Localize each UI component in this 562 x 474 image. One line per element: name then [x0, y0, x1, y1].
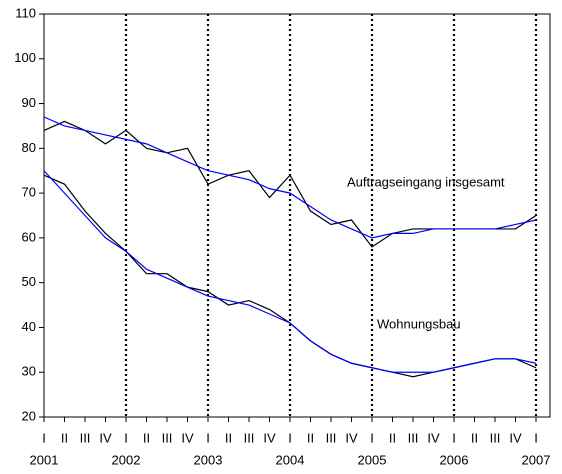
- x-tick-label: I: [370, 430, 374, 445]
- y-tick-label: 70: [22, 185, 36, 200]
- trend-line: [43, 170, 537, 373]
- y-tick-label: 30: [22, 364, 36, 379]
- x-tick-label: IV: [181, 430, 194, 445]
- x-tick-label: II: [307, 430, 314, 445]
- year-label: 2001: [30, 452, 59, 467]
- series-label: Wohnungsbau: [377, 316, 461, 331]
- y-tick-label: 100: [14, 50, 36, 65]
- y-tick-label: 80: [22, 140, 36, 155]
- x-tick-label: IV: [99, 430, 112, 445]
- y-tick-label: 40: [22, 319, 36, 334]
- x-tick-label: III: [326, 430, 337, 445]
- y-tick-label: 50: [22, 274, 36, 289]
- x-tick-label: III: [80, 430, 91, 445]
- x-tick-label: I: [206, 430, 210, 445]
- plot-frame: [43, 13, 551, 418]
- year-label: 2004: [276, 452, 305, 467]
- series-label: Auftragseingang insgesamt: [347, 174, 505, 189]
- x-tick-label: II: [389, 430, 396, 445]
- trend-line: [43, 116, 537, 239]
- y-tick-label: 110: [15, 5, 36, 20]
- year-label: 2007: [522, 452, 551, 467]
- y-tick-label: 90: [22, 95, 36, 110]
- year-label: 2003: [194, 452, 223, 467]
- x-tick-label: IV: [345, 430, 358, 445]
- year-label: 2002: [112, 452, 141, 467]
- x-tick-label: I: [124, 430, 128, 445]
- x-tick-label: II: [225, 430, 232, 445]
- x-tick-label: III: [162, 430, 173, 445]
- x-tick-label: II: [61, 430, 68, 445]
- x-tick-label: III: [408, 430, 419, 445]
- x-tick-label: III: [244, 430, 255, 445]
- x-tick-label: II: [471, 430, 478, 445]
- x-tick-label: IV: [263, 430, 276, 445]
- x-tick-label: IV: [509, 430, 522, 445]
- x-tick-label: IV: [427, 430, 440, 445]
- x-tick-label: I: [42, 430, 46, 445]
- x-tick-label: I: [452, 430, 456, 445]
- year-label: 2005: [358, 452, 387, 467]
- y-tick-label: 20: [22, 408, 36, 423]
- y-tick-label: 60: [22, 229, 36, 244]
- x-tick-label: I: [534, 430, 538, 445]
- x-tick-label: III: [490, 430, 501, 445]
- x-tick-label: II: [143, 430, 150, 445]
- x-tick-label: I: [288, 430, 292, 445]
- year-label: 2006: [440, 452, 469, 467]
